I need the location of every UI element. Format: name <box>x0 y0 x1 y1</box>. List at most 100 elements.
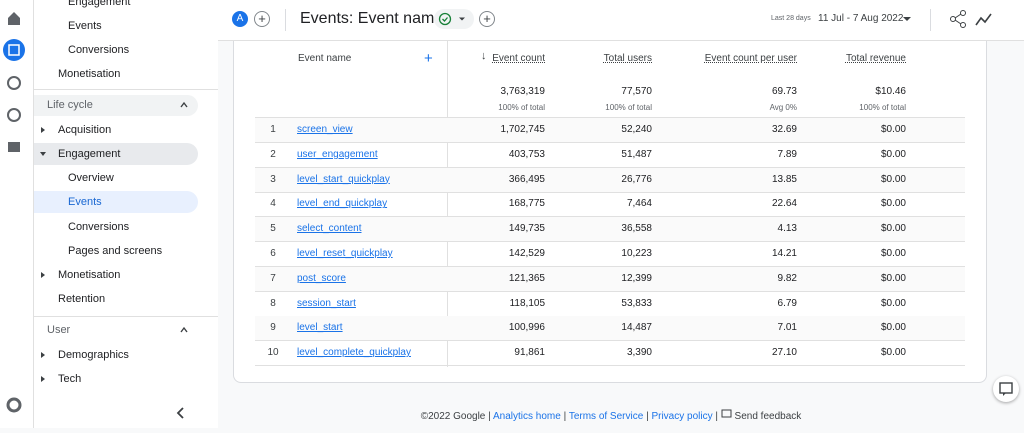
event-name[interactable]: user_engagement <box>297 148 378 160</box>
nav-item[interactable]: Retention <box>58 293 106 305</box>
nav-item[interactable]: Engagement <box>58 148 121 160</box>
separator: | <box>715 411 718 422</box>
total-note: Avg 0% <box>769 103 797 112</box>
date-range[interactable]: 11 Jul - 7 Aug 2022 <box>818 13 904 24</box>
divider <box>930 9 931 31</box>
add-filter[interactable]: + <box>479 11 495 27</box>
separator: | <box>563 411 567 422</box>
cell-value: 168,775 <box>508 198 545 210</box>
collapse-chevron[interactable] <box>179 325 189 335</box>
expand-caret[interactable] <box>38 270 48 280</box>
configure-icon[interactable] <box>8 142 20 152</box>
cell-value: 366,495 <box>508 173 545 185</box>
cell-value: 121,365 <box>508 272 545 284</box>
nav-item[interactable]: Acquisition <box>58 124 112 136</box>
explore-icon[interactable] <box>7 76 21 90</box>
section-title[interactable]: User <box>47 324 71 336</box>
total-value: 69.73 <box>771 86 797 97</box>
expanded-highlight <box>34 143 198 165</box>
feedback-button[interactable] <box>993 376 1019 402</box>
nav-item[interactable]: Tech <box>58 373 82 385</box>
separator: | <box>646 411 649 422</box>
footer-link[interactable]: Analytics home <box>493 411 561 422</box>
row-line <box>255 266 965 267</box>
event-name[interactable]: level_reset_quickplay <box>297 248 393 259</box>
nav-item[interactable]: Events <box>68 196 102 208</box>
nav-item[interactable]: Monetisation <box>58 68 121 80</box>
collapse-button[interactable] <box>172 404 190 422</box>
nav-item[interactable]: Conversions <box>68 221 130 233</box>
icon-rail <box>0 0 34 428</box>
event-name[interactable]: screen_view <box>297 124 353 135</box>
cell-value: 13.85 <box>771 173 797 185</box>
date-label: Last 28 days <box>771 15 811 22</box>
row-line <box>255 166 965 168</box>
share-icon[interactable] <box>949 10 969 28</box>
settings-icon[interactable] <box>6 397 22 413</box>
advertising-icon[interactable] <box>7 108 21 122</box>
event-name[interactable]: level_complete_quickplay <box>297 347 411 359</box>
column-header[interactable]: Event count per user <box>704 53 797 64</box>
date-dropdown[interactable] <box>902 14 912 24</box>
add-comparison[interactable]: + <box>254 11 270 27</box>
property-badge[interactable]: A <box>232 11 248 27</box>
section-title[interactable]: Life cycle <box>47 99 93 111</box>
cell-value: $0.00 <box>880 124 906 135</box>
event-name[interactable]: level_end_quickplay <box>297 198 388 210</box>
insights-icon[interactable] <box>974 10 994 28</box>
send-feedback[interactable]: Send feedback <box>734 411 802 422</box>
row-index: 4 <box>270 198 276 210</box>
copyright: ©2022 Google <box>420 411 486 422</box>
reports-icon[interactable] <box>3 39 25 61</box>
event-name[interactable]: post_score <box>297 272 346 284</box>
sidebar <box>34 0 218 428</box>
column-header[interactable]: Total users <box>603 53 652 64</box>
cell-value: 118,105 <box>509 297 545 309</box>
total-value: $10.46 <box>875 86 906 97</box>
row-line <box>255 365 965 367</box>
event-name[interactable]: session_start <box>297 297 356 309</box>
cell-value: 7.89 <box>777 148 797 160</box>
nav-item[interactable]: Demographics <box>58 349 129 361</box>
footer-link[interactable]: Terms of Service <box>568 411 644 422</box>
cell-value: $0.00 <box>880 148 906 160</box>
nav-item[interactable]: Monetisation <box>58 269 121 281</box>
row-line <box>255 315 965 317</box>
nav-item[interactable]: Events <box>68 20 102 32</box>
reports-glyph <box>8 44 20 56</box>
row-index: 7 <box>270 272 276 284</box>
event-name[interactable]: level_start_quickplay <box>297 173 390 185</box>
add-dimension[interactable]: + <box>424 50 433 67</box>
collapse-chevron[interactable] <box>179 100 189 110</box>
nav-item[interactable]: Overview <box>68 172 114 184</box>
divider <box>34 89 218 90</box>
event-name[interactable]: level_start <box>297 322 343 334</box>
nav-item[interactable]: Pages and screens <box>68 245 163 257</box>
nav-item[interactable]: Conversions <box>68 44 130 56</box>
expand-caret[interactable] <box>38 374 48 384</box>
cell-value: 100,996 <box>508 322 545 334</box>
feedback-icon <box>721 409 732 418</box>
row-stripe <box>255 118 965 142</box>
home-icon[interactable] <box>8 12 20 25</box>
cell-value: $0.00 <box>880 223 906 235</box>
expand-caret[interactable] <box>38 125 48 135</box>
filter-chip[interactable] <box>434 9 474 29</box>
cell-value: 14.21 <box>771 248 797 259</box>
cell-value: 9.82 <box>777 272 797 284</box>
cell-value: $0.00 <box>880 347 906 359</box>
column-header[interactable]: Event count <box>492 53 545 64</box>
row-line <box>255 290 965 292</box>
cell-value: 7,464 <box>626 198 652 210</box>
cell-value: 3,390 <box>626 347 652 359</box>
cell-value: 7.01 <box>777 322 797 334</box>
event-name[interactable]: select_content <box>297 223 362 235</box>
column-header[interactable]: Event name <box>298 53 352 64</box>
row-index: 1 <box>270 124 276 135</box>
expand-caret[interactable] <box>38 149 48 159</box>
expand-caret[interactable] <box>38 350 48 360</box>
footer-link[interactable]: Privacy policy <box>651 411 713 422</box>
column-header[interactable]: Total revenue <box>845 53 906 64</box>
cell-value: 149,735 <box>508 223 545 235</box>
nav-item[interactable]: Engagement <box>68 0 131 8</box>
